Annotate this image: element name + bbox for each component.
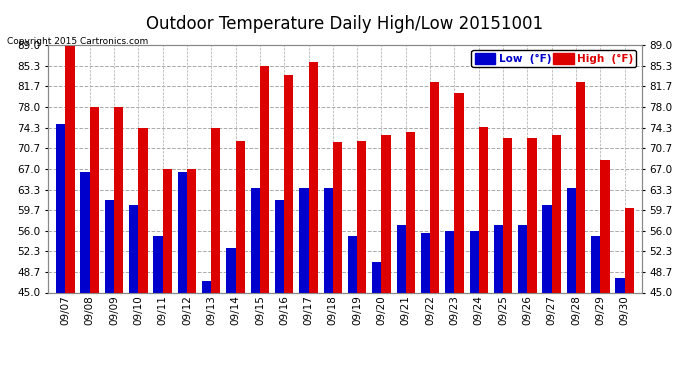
Bar <box>284 75 293 292</box>
Bar <box>114 107 124 292</box>
Bar <box>591 236 600 292</box>
Bar <box>357 141 366 292</box>
Bar <box>226 248 235 292</box>
Bar <box>105 200 114 292</box>
Bar <box>455 93 464 292</box>
Legend: Low  (°F), High  (°F): Low (°F), High (°F) <box>471 50 636 68</box>
Bar <box>250 188 260 292</box>
Text: Copyright 2015 Cartronics.com: Copyright 2015 Cartronics.com <box>7 38 148 46</box>
Bar <box>299 188 308 292</box>
Bar <box>397 225 406 292</box>
Bar <box>406 132 415 292</box>
Bar <box>81 172 90 292</box>
Bar <box>503 138 512 292</box>
Bar <box>187 169 196 292</box>
Bar <box>235 141 245 292</box>
Bar <box>527 138 537 292</box>
Bar <box>56 124 66 292</box>
Bar <box>178 172 187 292</box>
Bar <box>138 128 148 292</box>
Bar <box>324 188 333 292</box>
Bar <box>430 82 440 292</box>
Bar <box>153 236 163 292</box>
Bar <box>445 231 455 292</box>
Bar <box>90 107 99 292</box>
Bar <box>542 206 552 292</box>
Bar <box>469 231 479 292</box>
Bar <box>624 208 634 292</box>
Bar <box>202 281 211 292</box>
Bar <box>566 188 576 292</box>
Bar <box>494 225 503 292</box>
Text: Outdoor Temperature Daily High/Low 20151001: Outdoor Temperature Daily High/Low 20151… <box>146 15 544 33</box>
Bar <box>333 142 342 292</box>
Bar <box>552 135 561 292</box>
Bar <box>66 45 75 292</box>
Bar <box>479 127 488 292</box>
Bar <box>372 262 382 292</box>
Bar <box>576 82 585 292</box>
Bar <box>615 278 624 292</box>
Bar <box>348 236 357 292</box>
Bar <box>275 200 284 292</box>
Bar <box>129 206 138 292</box>
Bar <box>600 160 609 292</box>
Bar <box>518 225 527 292</box>
Bar <box>382 135 391 292</box>
Bar <box>421 233 430 292</box>
Bar <box>260 66 269 292</box>
Bar <box>211 128 221 292</box>
Bar <box>163 169 172 292</box>
Bar <box>308 62 318 292</box>
